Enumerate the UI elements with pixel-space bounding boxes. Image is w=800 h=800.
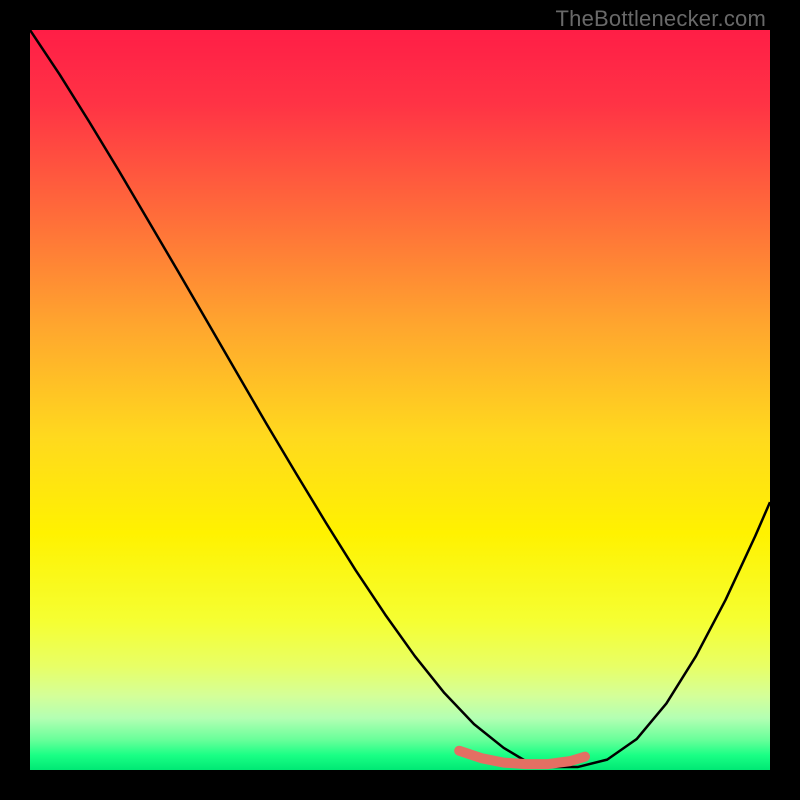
plot-area <box>30 30 770 770</box>
curve-layer <box>30 30 770 770</box>
chart-frame: TheBottlenecker.com <box>0 0 800 800</box>
watermark-text: TheBottlenecker.com <box>556 6 766 32</box>
optimal-range-marker <box>459 751 585 764</box>
bottleneck-curve <box>30 30 770 767</box>
